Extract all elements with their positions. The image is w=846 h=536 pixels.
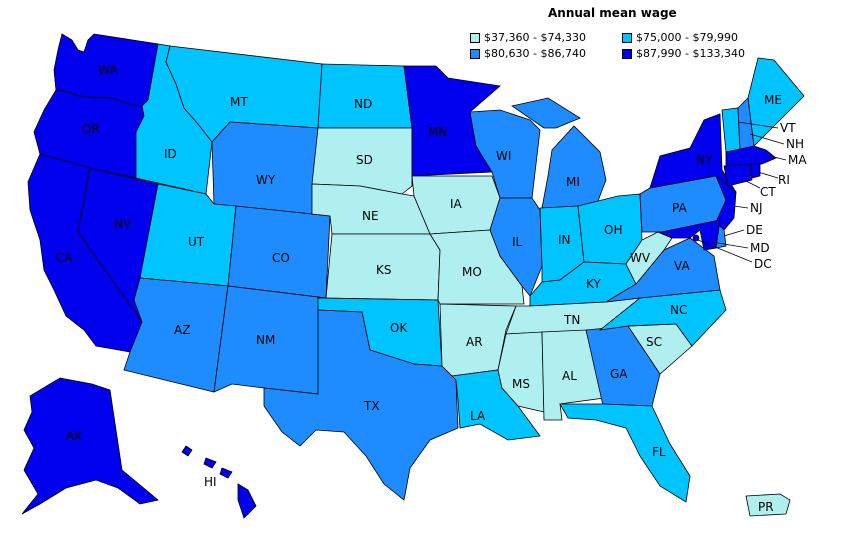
leader-line-nj bbox=[733, 205, 749, 209]
state-label-ia: IA bbox=[450, 197, 463, 211]
leader-line-dc bbox=[697, 239, 753, 263]
legend-label-tier-2: $80,630 - $86,740 bbox=[484, 47, 586, 60]
state-label-co: CO bbox=[272, 251, 290, 265]
state-label-nh: NH bbox=[786, 137, 804, 151]
state-me[interactable] bbox=[747, 57, 805, 147]
state-label-mt: MT bbox=[230, 95, 248, 109]
state-label-nm: NM bbox=[256, 333, 275, 347]
state-tx[interactable] bbox=[263, 309, 459, 501]
state-label-sc: SC bbox=[646, 335, 662, 349]
state-dc[interactable] bbox=[692, 234, 700, 242]
legend-label-tier-3: $87,990 - $133,340 bbox=[636, 47, 745, 60]
state-label-pr: PR bbox=[758, 500, 774, 514]
state-label-ms: MS bbox=[512, 377, 530, 391]
state-label-mn: MN bbox=[428, 125, 447, 139]
state-fl[interactable] bbox=[559, 403, 691, 503]
state-label-me: ME bbox=[764, 93, 782, 107]
state-label-fl: FL bbox=[652, 445, 666, 459]
state-label-mi: MI bbox=[566, 175, 580, 189]
state-label-id: ID bbox=[164, 147, 177, 161]
legend-label-tier-1: $75,000 - $79,990 bbox=[636, 31, 738, 44]
state-label-wa: WA bbox=[98, 63, 118, 77]
state-label-ut: UT bbox=[188, 235, 205, 249]
state-label-vt: VT bbox=[780, 121, 796, 135]
state-label-oh: OH bbox=[604, 223, 622, 237]
state-label-nj: NJ bbox=[750, 201, 763, 215]
state-label-ny: NY bbox=[696, 153, 713, 167]
state-label-nv: NV bbox=[114, 217, 132, 231]
state-label-or: OR bbox=[82, 122, 100, 136]
state-label-la: LA bbox=[470, 409, 486, 423]
legend-item-tier-3: $87,990 - $133,340 bbox=[622, 47, 745, 60]
state-label-ri: RI bbox=[778, 173, 790, 187]
state-wy[interactable] bbox=[211, 121, 319, 215]
state-pr[interactable] bbox=[745, 493, 791, 517]
state-label-sd: SD bbox=[356, 153, 373, 167]
state-label-wy: WY bbox=[256, 173, 276, 187]
state-ct[interactable] bbox=[723, 163, 753, 187]
state-ri[interactable] bbox=[749, 163, 761, 179]
leader-line-vt bbox=[737, 121, 779, 129]
state-label-ca: CA bbox=[56, 251, 73, 265]
state-label-az: AZ bbox=[174, 323, 190, 337]
map-title: Annual mean wage bbox=[548, 6, 677, 20]
state-vt[interactable] bbox=[721, 107, 741, 153]
state-label-tx: TX bbox=[363, 399, 380, 413]
state-label-ok: OK bbox=[390, 321, 408, 335]
state-label-ga: GA bbox=[610, 367, 628, 381]
state-hi[interactable] bbox=[181, 445, 257, 519]
state-label-ne: NE bbox=[362, 209, 379, 223]
state-label-ks: KS bbox=[376, 263, 392, 277]
state-label-pa: PA bbox=[672, 201, 687, 215]
legend-swatch-tier-3 bbox=[622, 48, 632, 59]
legend-item-tier-2: $80,630 - $86,740 bbox=[470, 47, 586, 60]
state-label-ky: KY bbox=[586, 277, 601, 291]
state-nd[interactable] bbox=[317, 63, 413, 129]
leader-line-md bbox=[711, 241, 749, 249]
legend-swatch-tier-1 bbox=[622, 32, 632, 43]
state-label-nc: NC bbox=[670, 303, 687, 317]
legend-item-tier-1: $75,000 - $79,990 bbox=[622, 31, 738, 44]
state-co[interactable] bbox=[227, 205, 331, 299]
state-label-ak: AK bbox=[66, 429, 83, 443]
legend-label-tier-0: $37,360 - $74,330 bbox=[484, 31, 586, 44]
leader-line-ma bbox=[769, 155, 787, 161]
legend-swatch-tier-2 bbox=[470, 48, 480, 59]
state-label-wv: WV bbox=[630, 251, 651, 265]
state-label-ct: CT bbox=[760, 185, 776, 199]
state-label-hi: HI bbox=[204, 475, 217, 489]
state-mi[interactable] bbox=[511, 97, 607, 209]
state-label-va: VA bbox=[674, 259, 690, 273]
state-label-de: DE bbox=[746, 223, 763, 237]
state-label-in: IN bbox=[558, 233, 571, 247]
state-label-md: MD bbox=[750, 241, 770, 255]
leader-line-ri bbox=[757, 171, 779, 179]
legend-swatch-tier-0 bbox=[470, 32, 480, 43]
state-label-dc: DC bbox=[754, 257, 772, 271]
state-label-wi: WI bbox=[496, 149, 511, 163]
state-label-il: IL bbox=[512, 235, 523, 249]
state-label-ma: MA bbox=[788, 153, 807, 167]
state-label-ar: AR bbox=[466, 335, 483, 349]
state-label-nd: ND bbox=[354, 97, 372, 111]
state-label-mo: MO bbox=[462, 265, 482, 279]
leader-line-ct bbox=[743, 179, 761, 189]
legend-item-tier-0: $37,360 - $74,330 bbox=[470, 31, 586, 44]
leader-line-nh bbox=[749, 133, 785, 145]
state-ak[interactable] bbox=[21, 377, 159, 515]
state-label-al: AL bbox=[562, 369, 577, 383]
leader-line-de bbox=[723, 229, 745, 237]
state-label-tn: TN bbox=[563, 313, 580, 327]
